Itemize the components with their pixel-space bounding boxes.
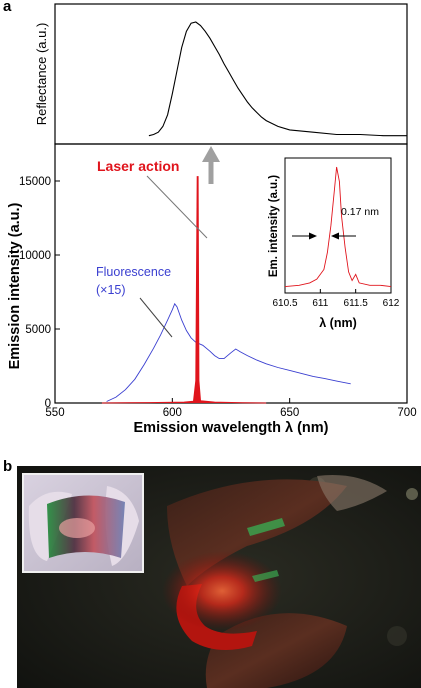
y-tick-label: 5000 — [25, 324, 51, 336]
laser-glow — [162, 551, 282, 631]
x-tick-label: 550 — [45, 407, 64, 419]
inset-x-tick-label: 611.5 — [344, 298, 369, 309]
reflectance-line — [148, 21, 407, 137]
laser-line — [101, 176, 267, 404]
fwhm-right-arrow-icon — [331, 232, 356, 240]
reflectance-frame — [54, 3, 408, 145]
inset-y-label: Em. intensity (a.u.) — [268, 175, 280, 277]
fluorescence-label: Fluorescence — [96, 265, 171, 279]
emission-y-label: Emission intensity (a.u.) — [7, 202, 23, 369]
finger-bottom — [205, 613, 347, 688]
reflectance-panel: Reflectance (a.u.) — [34, 3, 408, 145]
inset-x-tick-label: 610.5 — [272, 298, 297, 309]
x-tick-label: 600 — [163, 407, 182, 419]
laser-action-label: Laser action — [97, 158, 179, 174]
laser-pointer-line — [146, 175, 208, 239]
y-tick-label: 10000 — [19, 250, 51, 262]
inset-x-label: λ (nm) — [319, 316, 357, 330]
up-arrow-icon — [202, 146, 220, 184]
figure-a: Reflectance (a.u.) 550 600 650 700 0 5000 100… — [7, 3, 417, 436]
x-tick-label: 700 — [397, 407, 416, 419]
inset-x-tick-label: 611 — [312, 298, 328, 309]
reflectance-y-label: Reflectance (a.u.) — [34, 23, 49, 126]
fwhm-left-arrow-icon — [292, 232, 317, 240]
fluorescence-pointer-line — [139, 297, 173, 338]
emission-panel: 550 600 650 700 0 5000 10000 15000 Emission wa… — [7, 143, 417, 436]
inset-photo — [22, 473, 144, 573]
fluorescence-scale-label: (×15) — [96, 283, 126, 297]
inset-x-tick-label: 612 — [383, 298, 400, 309]
y-tick-label: 0 — [45, 398, 51, 410]
panel-b-label: b — [3, 458, 13, 475]
x-tick-label: 650 — [280, 407, 299, 419]
emission-x-label: Emission wavelength λ (nm) — [134, 420, 329, 436]
inset-line — [284, 166, 392, 288]
fluorescence-line — [106, 302, 351, 402]
photo-panel-b — [17, 466, 421, 688]
fwhm-label: 0.17 nm — [341, 206, 379, 218]
panel-a-label: a — [3, 0, 12, 15]
inset-panel: 610.5 611 611.5 612 λ (nm) Em. intensity (a… — [268, 157, 400, 330]
y-tick-label: 15000 — [19, 176, 51, 188]
inset-frame — [284, 157, 392, 294]
